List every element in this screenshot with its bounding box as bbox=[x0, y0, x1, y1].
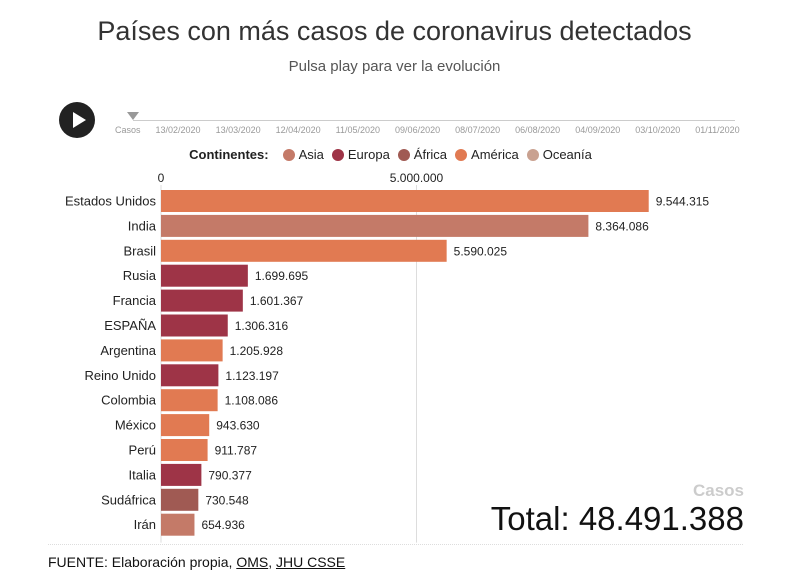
category-label: Brasil bbox=[123, 243, 156, 258]
data-label: 654.936 bbox=[201, 518, 245, 532]
timeline-axis-label: Casos bbox=[115, 125, 141, 135]
data-label: 790.377 bbox=[208, 468, 252, 482]
legend-item-4: Oceanía bbox=[526, 147, 592, 162]
bar bbox=[161, 214, 589, 237]
data-label: 8.364.086 bbox=[595, 219, 649, 233]
data-label: 1.205.928 bbox=[230, 344, 284, 358]
data-label: 1.108.086 bbox=[225, 394, 279, 408]
bar bbox=[161, 239, 447, 262]
bar bbox=[161, 264, 248, 287]
category-label: Argentina bbox=[100, 343, 156, 358]
timeline-date-label: 09/06/2020 bbox=[395, 125, 441, 135]
data-label: 1.123.197 bbox=[225, 369, 279, 383]
source-note: FUENTE: Elaboración propia, OMS, JHU CSS… bbox=[48, 554, 345, 570]
timeline-date-label: 06/08/2020 bbox=[515, 125, 561, 135]
category-label: Estados Unidos bbox=[65, 194, 157, 209]
timeline-date-label: 04/09/2020 bbox=[575, 125, 621, 135]
category-label: Perú bbox=[129, 443, 156, 458]
category-label: México bbox=[115, 418, 156, 433]
bar bbox=[161, 289, 243, 312]
bar bbox=[161, 314, 228, 337]
bar-chart: 0 5.000.000 Estados Unidos 9.544.315 India 8.… bbox=[65, 171, 710, 543]
data-label: 1.306.316 bbox=[235, 319, 289, 333]
bar bbox=[161, 364, 219, 387]
data-label: 1.699.695 bbox=[255, 269, 309, 283]
legend-label: África bbox=[413, 147, 448, 162]
bar bbox=[161, 488, 199, 511]
legend-swatch bbox=[331, 148, 344, 161]
data-label: 5.590.025 bbox=[454, 244, 508, 258]
play-button[interactable] bbox=[59, 102, 95, 138]
source-separator: , bbox=[268, 554, 276, 570]
data-label: 9.544.315 bbox=[656, 195, 710, 209]
category-label: Rusia bbox=[123, 268, 157, 283]
timeline-date-label: 12/04/2020 bbox=[275, 125, 321, 135]
legend-swatch bbox=[455, 148, 468, 161]
legend-title: Continentes: bbox=[189, 147, 269, 162]
bar bbox=[161, 513, 195, 536]
category-label: Francia bbox=[113, 293, 157, 308]
total-caption: Casos bbox=[692, 481, 744, 500]
chart-title: Países con más casos de coronavirus dete… bbox=[97, 16, 692, 46]
legend-label: América bbox=[471, 147, 519, 162]
category-label: Sudáfrica bbox=[101, 492, 157, 507]
legend-label: Oceanía bbox=[542, 147, 592, 162]
timeline-handle[interactable] bbox=[127, 112, 139, 120]
source-link-oms[interactable]: OMS bbox=[236, 554, 269, 570]
total-cases: Total: 48.491.388 bbox=[490, 500, 744, 537]
legend-swatch bbox=[397, 148, 410, 161]
data-label: 911.787 bbox=[215, 444, 258, 458]
legend-item-2: África bbox=[397, 147, 448, 162]
timeline-track[interactable] bbox=[133, 120, 735, 121]
timeline-date-label: 11/05/2020 bbox=[335, 125, 381, 135]
legend-label: Asia bbox=[298, 147, 324, 162]
divider bbox=[48, 544, 743, 545]
play-icon bbox=[73, 112, 86, 128]
bar bbox=[161, 463, 202, 486]
timeline-date-label: 08/07/2020 bbox=[455, 125, 501, 135]
bar bbox=[161, 339, 223, 362]
bar bbox=[161, 389, 218, 412]
category-label: Italia bbox=[129, 467, 157, 482]
legend-label: Europa bbox=[347, 147, 390, 162]
timeline-date-label: 03/10/2020 bbox=[635, 125, 681, 135]
bar bbox=[161, 414, 210, 437]
category-label: Irán bbox=[134, 517, 156, 532]
legend: Continentes: Asia Europa África América Ocea… bbox=[0, 147, 789, 162]
data-label: 943.630 bbox=[216, 419, 260, 433]
timeline-slider[interactable]: Casos 13/02/2020 13/03/2020 12/04/2020 11/0… bbox=[115, 110, 740, 140]
timeline-date-label: 13/03/2020 bbox=[215, 125, 261, 135]
tick-label: 5.000.000 bbox=[390, 171, 444, 185]
timeline-date-label: 01/11/2020 bbox=[695, 125, 740, 135]
timeline-date-label: 13/02/2020 bbox=[155, 125, 201, 135]
legend-item-1: Europa bbox=[331, 147, 390, 162]
bar bbox=[161, 439, 208, 461]
timeline-labels: Casos 13/02/2020 13/03/2020 12/04/2020 11/0… bbox=[115, 125, 740, 135]
category-label: ESPAÑA bbox=[104, 318, 156, 333]
bar bbox=[161, 190, 649, 212]
data-label: 730.548 bbox=[205, 493, 249, 507]
legend-item-3: América bbox=[455, 147, 519, 162]
chart-subtitle: Pulsa play para ver la evolución bbox=[288, 58, 501, 75]
legend-swatch bbox=[526, 148, 539, 161]
category-label: Colombia bbox=[101, 393, 157, 408]
legend-item-0: Asia bbox=[282, 147, 324, 162]
legend-swatch bbox=[282, 148, 295, 161]
category-label: India bbox=[128, 218, 157, 233]
data-label: 1.601.367 bbox=[250, 294, 304, 308]
source-link-jhu[interactable]: JHU CSSE bbox=[275, 554, 346, 570]
source-prefix: FUENTE: Elaboración propia, bbox=[48, 554, 237, 570]
category-label: Reino Unido bbox=[84, 368, 156, 383]
tick-label: 0 bbox=[158, 171, 165, 185]
